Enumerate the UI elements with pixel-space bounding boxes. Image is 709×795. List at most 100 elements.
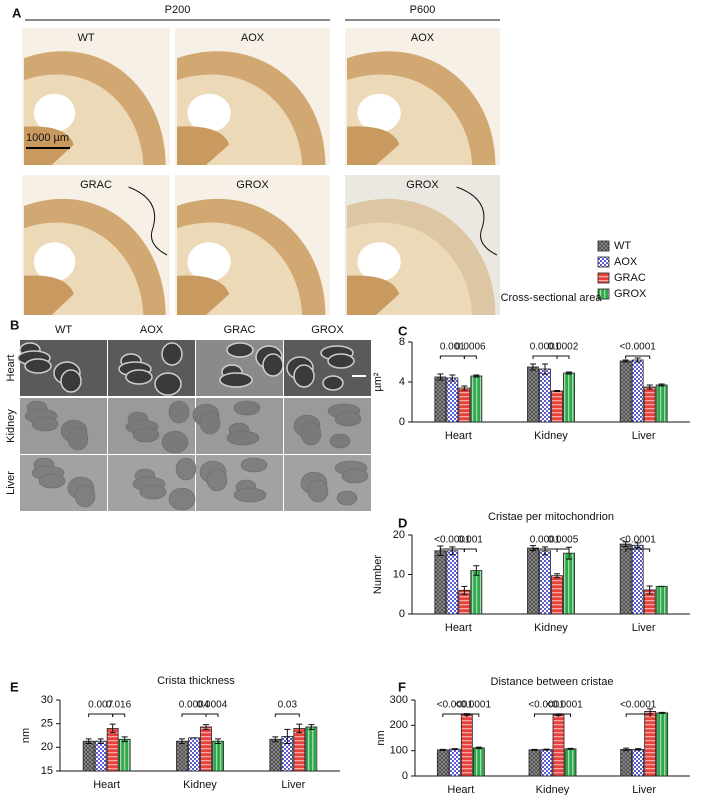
y-axis-label: nm	[20, 728, 32, 743]
error-bar	[284, 728, 291, 745]
error-bar	[622, 359, 629, 363]
x-tick-label: Liver	[632, 622, 656, 634]
image-label: GROX	[406, 179, 439, 191]
ventricle	[357, 242, 401, 282]
x-tick-label: Liver	[281, 779, 305, 791]
significance-bracket	[625, 355, 651, 359]
brace	[128, 186, 168, 256]
x-tick-label: Heart	[445, 430, 472, 442]
significance-bracket	[532, 355, 558, 359]
p-value: 0.0004	[179, 700, 210, 711]
striatum	[24, 126, 74, 165]
striatum	[347, 275, 400, 315]
x-tick-label: Kidney	[534, 430, 568, 442]
mitochondrion	[67, 427, 89, 451]
error-bar	[121, 736, 128, 743]
p-value: 0.0001	[530, 535, 561, 546]
mitochondrion	[60, 369, 82, 393]
bar	[643, 386, 656, 423]
mitochondrion	[341, 468, 369, 484]
x-tick-label: Heart	[93, 779, 120, 791]
ventricle	[33, 242, 76, 282]
column-label: AOX	[140, 324, 164, 336]
significance-bracket	[625, 713, 651, 717]
bar	[620, 749, 633, 777]
mitochondrion	[24, 358, 52, 374]
image-label: GROX	[236, 179, 269, 191]
error-bar	[567, 747, 574, 750]
bar	[619, 543, 632, 615]
p-value: <0.0001	[619, 535, 656, 546]
y-axis-label: µm²	[372, 372, 384, 392]
mitochondrion	[226, 430, 260, 446]
error-bar	[451, 748, 458, 751]
significance-bracket	[556, 548, 570, 552]
error-bar	[272, 736, 279, 743]
chart-title: Cristae per mitochondrion	[488, 511, 614, 523]
bar	[551, 390, 563, 423]
error-bar	[109, 723, 116, 734]
bar	[470, 375, 483, 423]
y-tick-label: 15	[41, 765, 53, 777]
bar	[563, 552, 575, 615]
error-bar	[449, 546, 456, 556]
bar	[540, 749, 553, 777]
striatum	[177, 275, 230, 315]
bar	[458, 387, 471, 423]
chart-title: Crista thickness	[157, 675, 235, 687]
bar	[563, 372, 575, 423]
bar	[631, 359, 644, 423]
row-label: Kidney	[5, 409, 17, 443]
mitochondrion	[233, 487, 267, 503]
image-label: AOX	[411, 32, 435, 44]
bar	[269, 738, 282, 772]
bar	[656, 712, 669, 777]
y-tick-label: 25	[41, 718, 53, 730]
mitochondrion	[322, 375, 344, 391]
panel-label: D	[398, 515, 407, 530]
error-bar	[308, 724, 315, 730]
error-bar	[635, 748, 642, 751]
significance-bracket	[556, 355, 570, 359]
error-bar	[475, 746, 482, 750]
mitochondrion	[334, 411, 362, 427]
error-bar	[634, 357, 641, 363]
bar	[619, 360, 632, 423]
error-bar	[543, 748, 550, 751]
p-value: <0.0001	[528, 700, 565, 711]
row-label: Liver	[5, 471, 17, 495]
mitochondrion	[132, 427, 160, 443]
error-bar	[473, 565, 480, 576]
error-bar	[215, 738, 221, 745]
error-bar	[461, 385, 468, 391]
significance-bracket	[112, 713, 126, 717]
mitochondrion	[219, 372, 253, 388]
mitochondrion	[175, 457, 197, 481]
error-bar	[646, 585, 653, 595]
p-value: 0.001	[440, 342, 465, 353]
bar	[446, 550, 459, 615]
error-bar	[85, 738, 92, 745]
y-tick-label: 0	[399, 416, 405, 428]
x-tick-label: Heart	[447, 784, 474, 795]
error-bar	[554, 573, 560, 579]
error-bar	[203, 724, 209, 730]
p-value: 0.007	[88, 700, 113, 711]
bar	[106, 728, 119, 772]
mitochondrion	[161, 430, 189, 454]
mitochondrion	[154, 372, 182, 396]
p-value: 0.016	[106, 700, 131, 711]
panel-label: F	[398, 679, 406, 694]
p-value: 0.0006	[455, 342, 486, 353]
y-axis-label: nm	[375, 730, 387, 745]
bar	[551, 575, 563, 615]
error-bar	[646, 384, 653, 390]
error-bar	[634, 542, 641, 549]
error-bar	[531, 748, 538, 751]
bar	[472, 747, 485, 777]
p-value: 0.0001	[530, 342, 561, 353]
row-label: Heart	[5, 355, 17, 382]
y-tick-label: 0	[399, 608, 405, 620]
error-bar	[623, 747, 630, 752]
